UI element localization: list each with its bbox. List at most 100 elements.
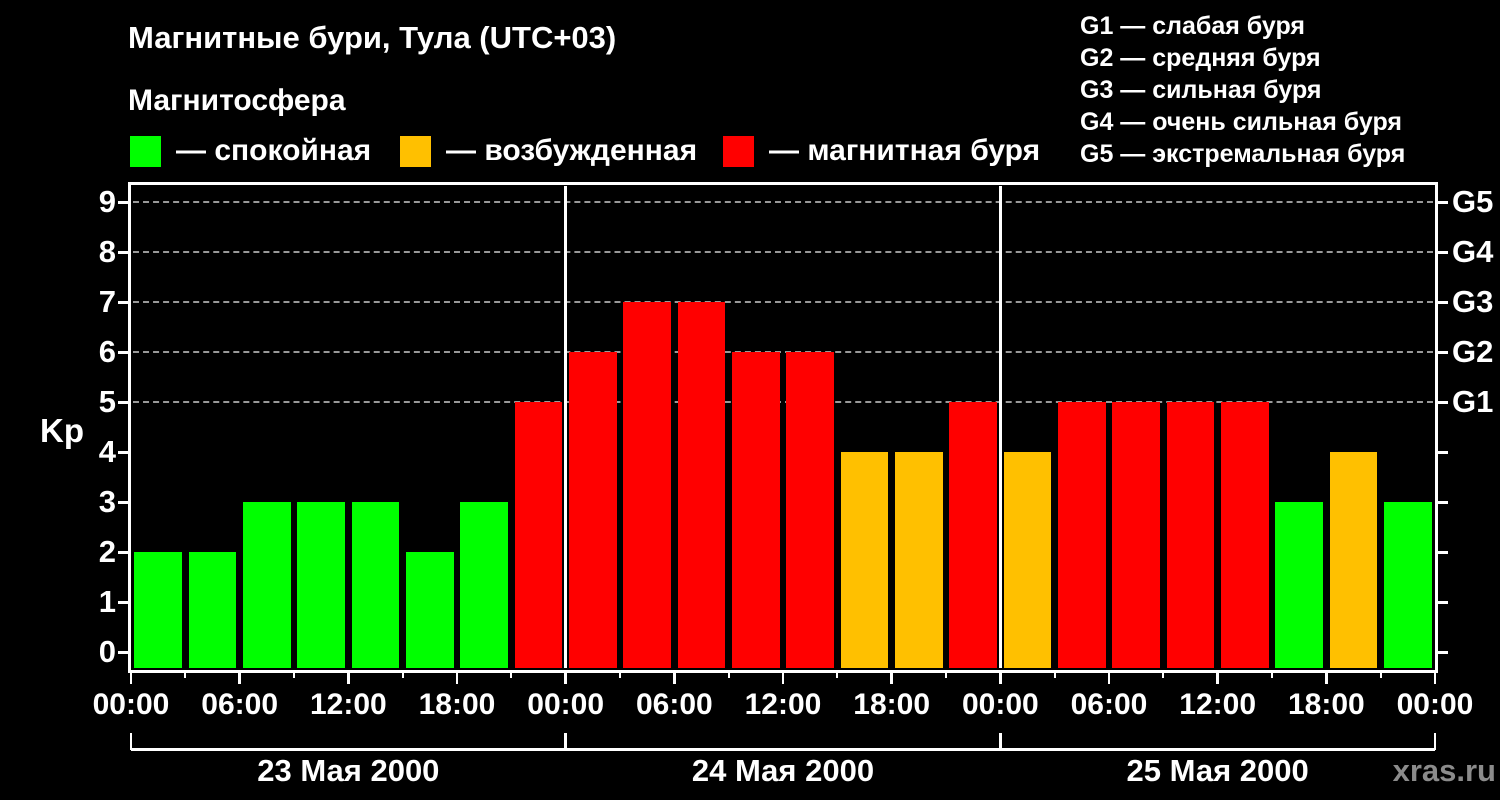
gridline-kp-5 <box>133 401 1433 403</box>
x-tick-label-2: 12:00 <box>309 688 387 721</box>
x-minor-tick-4 <box>619 671 621 678</box>
storm-color-swatch <box>723 135 754 167</box>
bar-day2-slot2-kp7 <box>623 302 672 668</box>
bar-day3-slot7-kp4 <box>1329 452 1378 668</box>
gridline-kp-6 <box>133 351 1433 353</box>
bar-day3-slot1-kp4 <box>1003 452 1052 668</box>
legend-label-storm: — магнитная буря <box>769 134 1041 167</box>
bar-day1-slot7-kp3 <box>460 502 509 668</box>
storm-scale-legend: G1 — слабая буря G2 — средняя буря G3 — си… <box>1080 10 1405 170</box>
storm-scale-line-1: G1 — слабая буря <box>1080 12 1306 40</box>
bar-day2-slot8-kp5 <box>949 402 998 668</box>
x-tick-label-12: 00:00 <box>1396 688 1474 721</box>
g-axis-label-G2: G2 <box>1452 334 1494 369</box>
bar-day3-slot6-kp3 <box>1275 502 1324 668</box>
x-minor-tick-10 <box>1271 671 1273 678</box>
bar-day1-slot8-kp5 <box>514 402 563 668</box>
bar-day1-slot6-kp2 <box>405 552 454 668</box>
y-tick-label-8: 8 <box>98 234 116 269</box>
y-tick-left-0 <box>118 651 130 654</box>
bar-day3-slot3-kp5 <box>1112 402 1161 668</box>
legend-item-storm: — магнитная буря <box>723 135 1040 167</box>
x-major-tick-12 <box>1433 671 1437 684</box>
y-tick-label-3: 3 <box>98 484 116 519</box>
x-minor-tick-11 <box>1379 671 1382 678</box>
day-separator-1 <box>564 186 567 668</box>
bar-day1-slot4-kp3 <box>297 502 346 668</box>
x-major-tick-1 <box>238 671 241 684</box>
x-major-tick-2 <box>347 671 350 684</box>
y-tick-right-7 <box>1436 301 1448 304</box>
excited-color-swatch <box>400 135 431 167</box>
bar-day3-slot8-kp3 <box>1383 502 1432 668</box>
bar-day2-slot6-kp4 <box>840 452 889 668</box>
day-separator-2 <box>999 186 1002 668</box>
bar-day1-slot2-kp2 <box>188 552 237 668</box>
x-minor-tick-7 <box>945 671 947 678</box>
chart-title: Магнитные бури, Тула (UTC+03) <box>128 20 617 55</box>
y-tick-label-0: 0 <box>98 634 116 669</box>
date-bracket-line <box>131 748 1435 751</box>
bar-day3-slot2-kp5 <box>1057 402 1106 668</box>
y-tick-right-1 <box>1436 601 1448 604</box>
y-tick-left-1 <box>118 601 130 604</box>
x-minor-tick-5 <box>727 671 730 678</box>
bar-day2-slot1-kp6 <box>568 352 617 668</box>
x-major-tick-5 <box>673 671 676 684</box>
bar-day1-slot5-kp3 <box>351 502 400 668</box>
y-tick-label-1: 1 <box>98 584 116 619</box>
y-tick-right-4 <box>1436 451 1448 454</box>
x-tick-label-10: 12:00 <box>1179 688 1257 721</box>
y-tick-right-5 <box>1436 401 1448 404</box>
x-minor-tick-8 <box>1053 671 1056 678</box>
x-tick-label-4: 00:00 <box>527 688 605 721</box>
x-minor-tick-9 <box>1162 671 1165 678</box>
x-major-tick-3 <box>455 671 459 684</box>
date-label-day2: 24 Мая 2000 <box>691 753 875 788</box>
x-minor-tick-1 <box>293 671 295 678</box>
y-tick-left-7 <box>118 301 130 304</box>
storm-scale-line-2: G2 — средняя буря <box>1080 44 1321 72</box>
x-tick-label-0: 00:00 <box>92 688 170 721</box>
storm-scale-line-4: G4 — очень сильная буря <box>1080 108 1402 136</box>
x-major-tick-8 <box>999 671 1002 684</box>
x-tick-label-11: 18:00 <box>1287 688 1365 721</box>
date-label-day3: 25 Мая 2000 <box>1126 753 1309 788</box>
y-tick-label-4: 4 <box>98 434 116 469</box>
y-tick-left-9 <box>118 201 130 204</box>
x-tick-label-3: 18:00 <box>418 688 496 721</box>
watermark: xras.ru <box>1392 753 1496 788</box>
chart-subtitle: Магнитосфера <box>128 84 346 117</box>
x-minor-tick-2 <box>401 671 404 678</box>
legend-item-excited: — возбужденная <box>400 135 697 167</box>
gridline-kp-9 <box>133 201 1433 203</box>
date-bracket-tick-0 <box>129 733 133 750</box>
g-axis-label-G4: G4 <box>1452 234 1494 269</box>
x-major-tick-6 <box>781 671 785 684</box>
x-major-tick-4 <box>564 671 567 684</box>
x-major-tick-10 <box>1216 671 1219 684</box>
x-tick-label-7: 18:00 <box>853 688 931 721</box>
y-tick-left-6 <box>118 351 130 354</box>
y-tick-right-2 <box>1436 551 1448 554</box>
x-tick-label-1: 06:00 <box>201 688 279 721</box>
x-tick-label-6: 12:00 <box>744 688 822 721</box>
y-tick-right-8 <box>1436 251 1448 254</box>
y-tick-right-0 <box>1436 651 1448 654</box>
y-tick-left-3 <box>118 501 130 504</box>
date-label-day1: 23 Мая 2000 <box>257 753 440 788</box>
g-axis-label-G3: G3 <box>1452 284 1494 319</box>
x-tick-label-8: 00:00 <box>961 688 1039 721</box>
y-tick-label-9: 9 <box>98 184 116 219</box>
bar-day2-slot4-kp6 <box>731 352 780 668</box>
y-tick-left-2 <box>118 551 130 554</box>
legend-label-quiet: — спокойная <box>176 134 372 167</box>
x-tick-label-9: 06:00 <box>1070 688 1148 721</box>
g-axis-label-G1: G1 <box>1452 384 1494 419</box>
bar-day1-slot3-kp3 <box>242 502 291 668</box>
gridline-kp-8 <box>133 251 1433 253</box>
y-axis-title: Kp <box>40 412 84 449</box>
x-major-tick-0 <box>129 671 133 684</box>
x-major-tick-9 <box>1107 671 1111 684</box>
legend-label-excited: — возбужденная <box>446 134 698 167</box>
